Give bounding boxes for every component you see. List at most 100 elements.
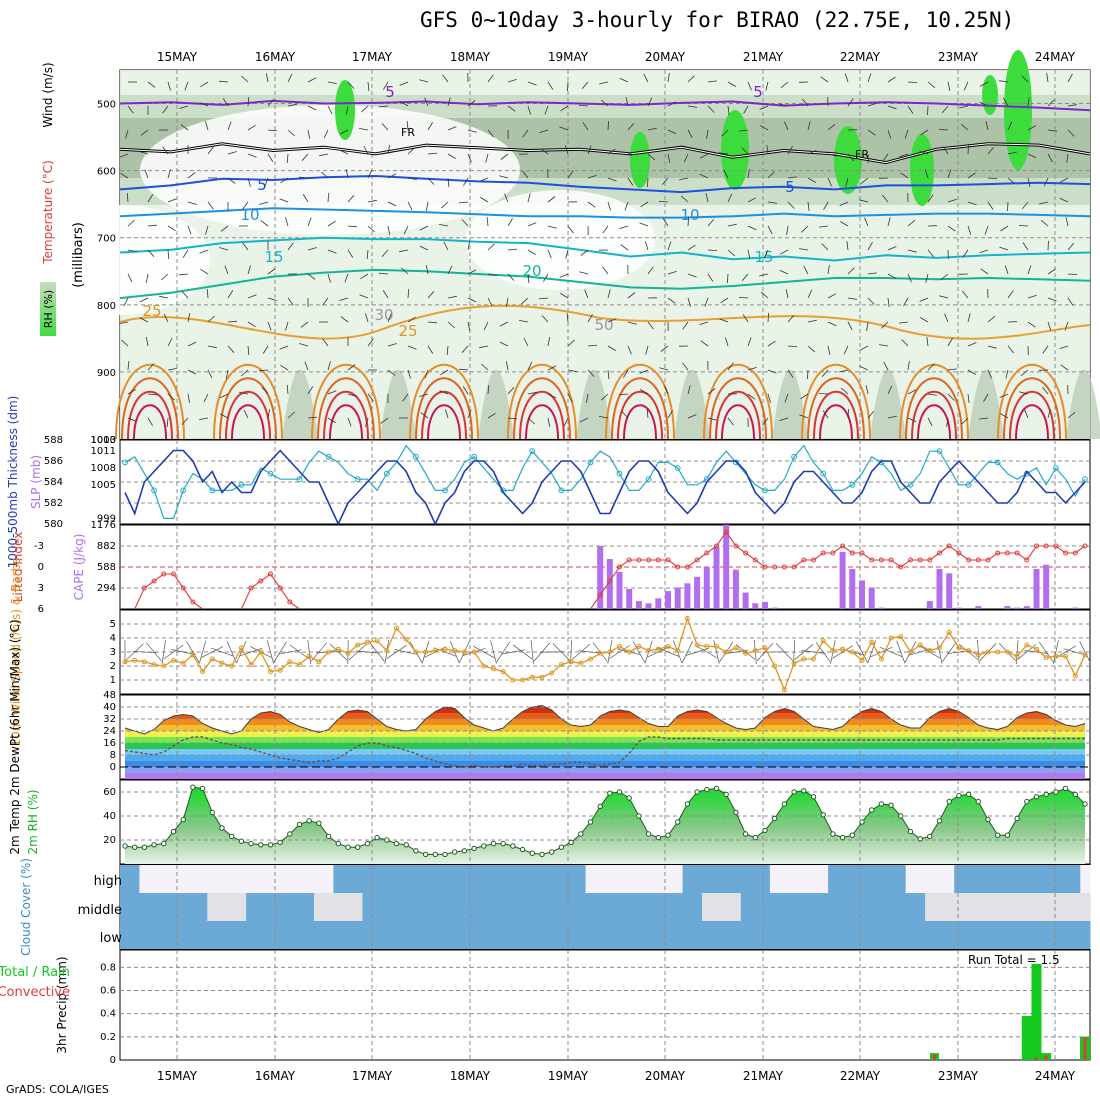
wind-barb	[1022, 242, 1029, 251]
cloud-cell-low	[566, 921, 577, 949]
wind-barb	[365, 313, 369, 323]
rh-point	[810, 794, 817, 800]
cloud-cell-middle	[207, 893, 218, 921]
rh-point	[170, 828, 177, 835]
warm-contour	[219, 377, 277, 440]
wind-barb	[458, 201, 469, 204]
wind-barb	[1021, 75, 1029, 83]
cloud-cell-middle	[711, 893, 722, 921]
cloud-level-label: high	[94, 874, 122, 889]
wind-barb	[307, 386, 314, 395]
tick-label: 800	[97, 301, 116, 312]
rh-point	[306, 818, 312, 824]
surface-wind-barb	[512, 644, 533, 660]
wind-barb	[339, 297, 349, 301]
wind-barb	[847, 98, 854, 107]
cloud-cell-high	[663, 865, 674, 893]
wind-speed-point	[908, 649, 913, 655]
li-point	[811, 557, 816, 563]
wind-barb	[443, 241, 449, 251]
wind-barb	[679, 177, 689, 181]
wind-barb	[327, 390, 337, 395]
cloud-cell-middle	[401, 893, 412, 921]
cloud-cell-low	[983, 921, 994, 949]
surface-wind-barb	[210, 647, 234, 657]
tick-label: 588	[97, 562, 116, 573]
tick-label: 1	[110, 675, 116, 686]
wind-barb	[427, 177, 435, 185]
wind-barb	[199, 102, 209, 107]
rh-point	[607, 790, 613, 796]
tick-label: 700	[97, 234, 116, 245]
wind-barb	[600, 99, 609, 107]
isotherm-5	[119, 174, 1091, 194]
warm-contour	[421, 390, 467, 440]
surface-wind-barb	[647, 646, 670, 658]
cloud-cell-middle	[372, 893, 383, 921]
wind-barb	[344, 273, 349, 283]
rh-point	[316, 820, 322, 826]
date-label-top: 21MAY	[743, 50, 784, 64]
wind-barb	[227, 121, 232, 131]
wind-barb	[507, 417, 518, 420]
wind-barb	[147, 363, 155, 371]
wind-barb	[247, 153, 257, 158]
cloud-cell-high	[595, 865, 606, 893]
cloud-cell-low	[527, 921, 538, 949]
wind-barb	[938, 129, 949, 131]
surface-wind-barb	[146, 642, 162, 662]
slp-point	[1053, 465, 1059, 471]
cloud-cell-high	[1060, 865, 1072, 893]
wind-barb	[700, 340, 709, 347]
lifted-index-line	[590, 531, 1086, 610]
cloud-cell-low	[653, 921, 664, 949]
wind-speed-point	[743, 650, 749, 656]
wind-barb	[727, 417, 734, 426]
tick-label: 6	[38, 604, 44, 615]
wind-barb	[887, 105, 897, 110]
wind-barb	[840, 387, 849, 395]
wind-barb	[347, 393, 357, 397]
rh-point	[461, 848, 468, 854]
wind-barb	[645, 345, 649, 355]
wind-barb	[881, 194, 889, 203]
warm-contour	[121, 377, 179, 440]
surface-wind-barb	[236, 640, 247, 664]
tick-label: 0	[110, 1055, 116, 1066]
wind-barb	[522, 170, 529, 179]
rh-point	[907, 828, 914, 835]
cloud-cell-low	[459, 921, 470, 949]
cloud-cell-high	[614, 865, 625, 893]
wind-barb	[624, 201, 629, 211]
cape-bar	[839, 551, 846, 609]
cloud-cell-high	[750, 865, 761, 893]
credit-label: GrADS: COLA/IGES	[6, 1083, 109, 1096]
wind-barb	[860, 177, 869, 185]
slp-point	[849, 481, 856, 488]
wind-barb	[927, 81, 936, 89]
wind-barb	[899, 153, 909, 158]
isotherm--5	[119, 99, 1091, 112]
warm-contour	[133, 404, 167, 440]
wind-barb	[727, 273, 729, 284]
cloud-cell-middle	[294, 893, 305, 921]
wind-speed-point	[772, 663, 778, 669]
wind-barb	[680, 195, 689, 203]
cloud-cell-high	[420, 865, 431, 893]
cape-bar	[635, 601, 642, 609]
slp-point	[151, 487, 158, 494]
wind-barb	[285, 321, 289, 331]
warm-contour	[997, 364, 1067, 440]
surface-wind-barb	[753, 639, 757, 665]
wind-barb	[347, 249, 354, 258]
cloud-cell-middle	[537, 893, 548, 921]
rh-point	[878, 801, 885, 807]
wind-speed-point	[917, 642, 923, 648]
cloud-cell-high	[333, 865, 344, 893]
tick-label: 16	[103, 738, 116, 749]
wind-speed-point	[374, 638, 380, 644]
cloud-cell-high	[575, 865, 587, 893]
slp-point	[209, 487, 216, 494]
